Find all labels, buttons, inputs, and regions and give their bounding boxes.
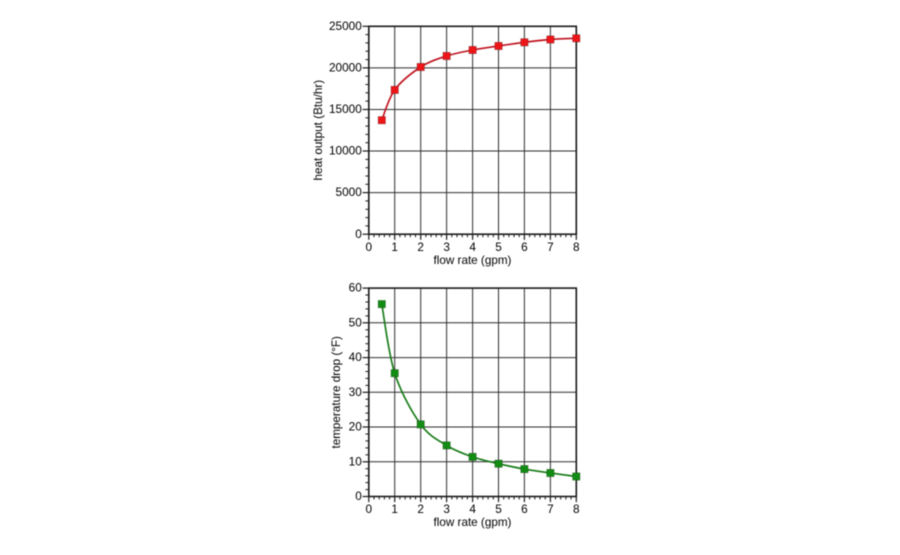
svg-text:flow rate (gpm): flow rate (gpm) — [434, 254, 512, 267]
svg-text:10: 10 — [349, 454, 363, 468]
svg-text:0: 0 — [355, 227, 362, 241]
svg-text:20: 20 — [349, 420, 363, 434]
svg-text:5000: 5000 — [336, 185, 363, 199]
svg-text:3: 3 — [443, 240, 450, 254]
svg-text:4: 4 — [469, 240, 476, 254]
svg-text:flow rate (gpm): flow rate (gpm) — [434, 516, 512, 529]
svg-text:10000: 10000 — [329, 144, 362, 158]
svg-text:15000: 15000 — [329, 102, 362, 116]
svg-text:0: 0 — [355, 489, 362, 503]
svg-text:20000: 20000 — [329, 61, 362, 75]
svg-text:40: 40 — [349, 350, 363, 364]
svg-text:8: 8 — [573, 240, 580, 254]
svg-text:0: 0 — [366, 502, 373, 516]
svg-text:6: 6 — [521, 502, 528, 516]
svg-text:temperature drop (°F): temperature drop (°F) — [330, 336, 343, 449]
svg-text:2: 2 — [417, 240, 424, 254]
svg-text:1: 1 — [391, 240, 398, 254]
svg-text:7: 7 — [547, 502, 554, 516]
svg-text:60: 60 — [349, 281, 363, 295]
svg-text:8: 8 — [573, 502, 580, 516]
svg-text:1: 1 — [391, 502, 398, 516]
svg-text:4: 4 — [469, 502, 476, 516]
svg-text:5: 5 — [495, 502, 502, 516]
svg-text:6: 6 — [521, 240, 528, 254]
svg-text:0: 0 — [366, 240, 373, 254]
svg-text:30: 30 — [349, 385, 363, 399]
svg-text:5: 5 — [495, 240, 502, 254]
svg-text:25000: 25000 — [329, 19, 362, 33]
svg-text:heat output (Btu/hr): heat output (Btu/hr) — [312, 80, 325, 181]
svg-text:3: 3 — [443, 502, 450, 516]
svg-text:7: 7 — [547, 240, 554, 254]
svg-text:50: 50 — [349, 315, 363, 329]
svg-text:2: 2 — [417, 502, 424, 516]
